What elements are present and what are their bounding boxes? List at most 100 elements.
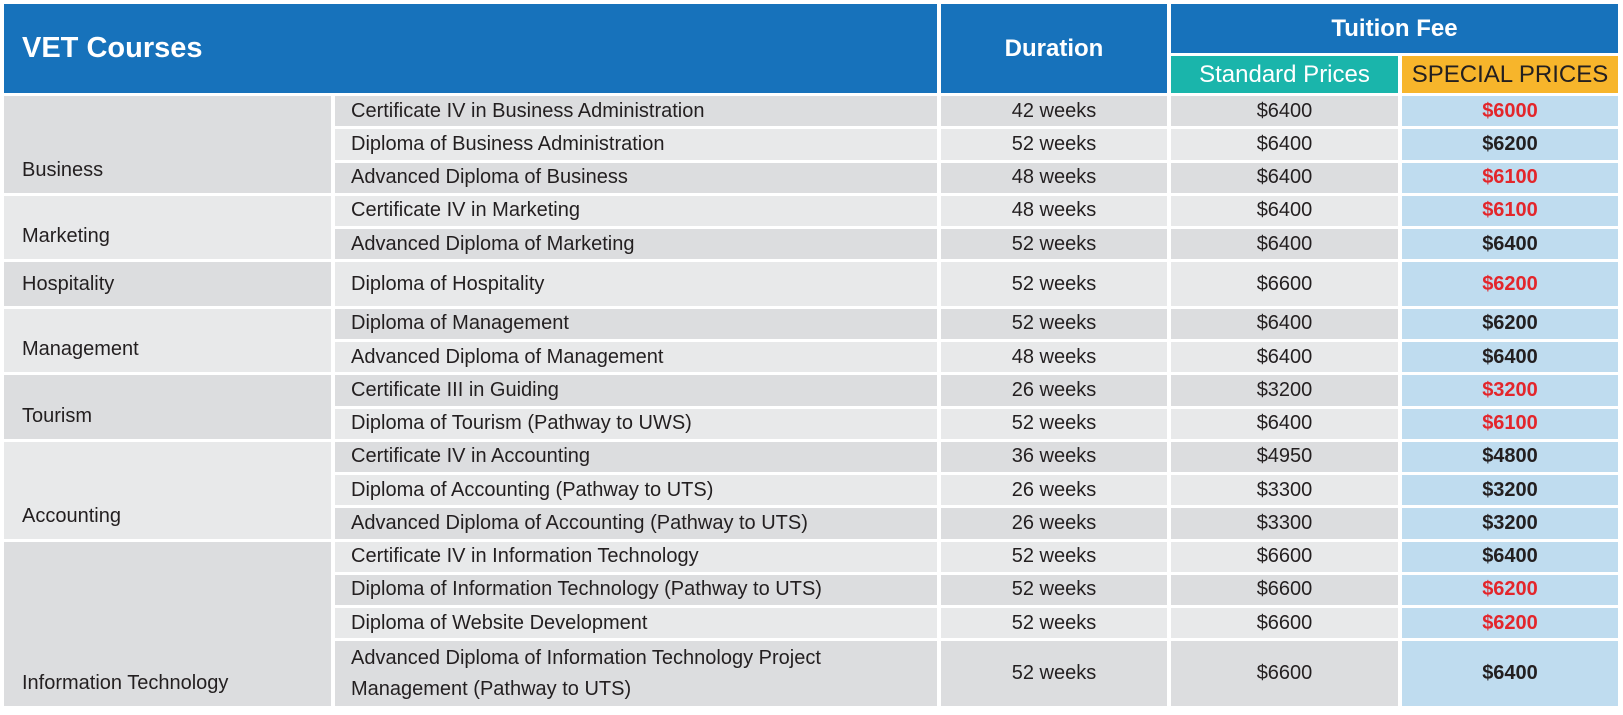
course-title: Diploma of Tourism (Pathway to UWS) <box>335 408 937 439</box>
course-duration: 48 weeks <box>941 341 1167 373</box>
standard-prices-header: Standard Prices <box>1171 56 1398 93</box>
table-row: Diploma of Information Technology (Pathw… <box>4 574 1618 606</box>
standard-price: $6600 <box>1171 541 1398 572</box>
table-row: Diploma of Business Administration 52 wee… <box>4 129 1618 160</box>
course-duration: 26 weeks <box>941 475 1167 506</box>
standard-price: $6600 <box>1171 574 1398 606</box>
table-row: Advanced Diploma of Management 48 weeks $6… <box>4 341 1618 373</box>
standard-price: $6600 <box>1171 608 1398 639</box>
course-title: Diploma of Hospitality <box>335 262 937 306</box>
course-area: Hospitality <box>4 262 331 306</box>
course-area: Accounting <box>4 441 331 539</box>
special-price: $6100 <box>1402 408 1618 439</box>
course-title: Diploma of Website Development <box>335 608 937 639</box>
table-row: Management Diploma of Management 52 weeks $… <box>4 308 1618 373</box>
course-duration: 36 weeks <box>941 441 1167 473</box>
table-row: Business Certificate IV in Business Admin… <box>4 96 1618 193</box>
standard-price: $6400 <box>1171 308 1398 339</box>
course-duration: 52 weeks <box>941 229 1167 260</box>
standard-price: $6400 <box>1171 195 1398 227</box>
course-title: Certificate III in Guiding <box>335 375 937 406</box>
special-price: $6100 <box>1402 162 1618 193</box>
course-title: Diploma of Information Technology (Pathw… <box>335 574 937 606</box>
table-row: Advanced Diploma of Accounting (Pathway … <box>4 508 1618 539</box>
special-price: $3200 <box>1402 375 1618 406</box>
course-title: Certificate IV in Marketing <box>335 195 937 227</box>
table-header: VET Courses Duration Tuition Fee Standar… <box>4 4 1618 93</box>
course-area: Marketing <box>4 195 331 260</box>
table-row: Advanced Diploma of Marketing 52 weeks $64… <box>4 229 1618 260</box>
standard-price: $3200 <box>1171 375 1398 406</box>
table-row: Advanced Diploma of Information Technolo… <box>4 641 1618 706</box>
course-duration: 52 weeks <box>941 608 1167 639</box>
course-title: Certificate IV in Business Administratio… <box>335 96 937 127</box>
tuition-fee-header: Tuition Fee <box>1171 4 1618 53</box>
course-duration: 48 weeks <box>941 162 1167 193</box>
table-row: Information Technology Certificate IV in … <box>4 541 1618 706</box>
standard-price: $6600 <box>1171 262 1398 306</box>
table-row: Marketing Certificate IV in Marketing 48 w… <box>4 195 1618 260</box>
standard-price: $6400 <box>1171 96 1398 127</box>
course-title: Diploma of Accounting (Pathway to UTS) <box>335 475 937 506</box>
table-row: Advanced Diploma of Business 48 weeks $640… <box>4 162 1618 193</box>
course-duration: 42 weeks <box>941 96 1167 127</box>
special-price: $6400 <box>1402 341 1618 373</box>
special-price: $3200 <box>1402 508 1618 539</box>
table-row: Hospitality Diploma of Hospitality 52 week… <box>4 262 1618 306</box>
course-duration: 52 weeks <box>941 641 1167 706</box>
course-title: Advanced Diploma of Accounting (Pathway … <box>335 508 937 539</box>
standard-price: $3300 <box>1171 508 1398 539</box>
special-price: $6200 <box>1402 129 1618 160</box>
course-title: Certificate IV in Information Technology <box>335 541 937 572</box>
standard-price: $4950 <box>1171 441 1398 473</box>
standard-price: $6400 <box>1171 129 1398 160</box>
special-price: $4800 <box>1402 441 1618 473</box>
course-title: Certificate IV in Accounting <box>335 441 937 473</box>
course-duration: 52 weeks <box>941 308 1167 339</box>
course-area: Tourism <box>4 375 331 439</box>
course-title: Advanced Diploma of Information Technolo… <box>335 641 937 706</box>
special-price: $6200 <box>1402 608 1618 639</box>
course-title: Advanced Diploma of Business <box>335 162 937 193</box>
header-row-sub: Standard Prices SPECIAL PRICES <box>4 56 1618 93</box>
table-row: Diploma of Website Development 52 weeks $6… <box>4 608 1618 639</box>
standard-price: $6400 <box>1171 162 1398 193</box>
table-title: VET Courses <box>4 4 937 93</box>
course-title: Advanced Diploma of Management <box>335 341 937 373</box>
special-price: $6200 <box>1402 574 1618 606</box>
course-duration: 52 weeks <box>941 408 1167 439</box>
table-row: Diploma of Accounting (Pathway to UTS) 26… <box>4 475 1618 506</box>
table-row: Accounting Certificate IV in Accounting 36… <box>4 441 1618 539</box>
course-duration: 52 weeks <box>941 541 1167 572</box>
header-row-top: VET Courses Duration Tuition Fee <box>4 4 1618 93</box>
course-area: Information Technology <box>4 541 331 706</box>
course-title: Advanced Diploma of Marketing <box>335 229 937 260</box>
special-price: $6400 <box>1402 541 1618 572</box>
course-duration: 26 weeks <box>941 375 1167 406</box>
special-prices-header: SPECIAL PRICES <box>1402 56 1618 93</box>
course-duration: 52 weeks <box>941 129 1167 160</box>
course-duration: 48 weeks <box>941 195 1167 227</box>
course-title: Diploma of Management <box>335 308 937 339</box>
standard-price: $6600 <box>1171 641 1398 706</box>
standard-price: $6400 <box>1171 408 1398 439</box>
course-duration: 52 weeks <box>941 574 1167 606</box>
course-area: Management <box>4 308 331 373</box>
duration-header: Duration <box>941 4 1167 93</box>
special-price: $6000 <box>1402 96 1618 127</box>
standard-price: $6400 <box>1171 229 1398 260</box>
special-price: $6400 <box>1402 641 1618 706</box>
special-price: $6100 <box>1402 195 1618 227</box>
course-duration: 26 weeks <box>941 508 1167 539</box>
course-title: Diploma of Business Administration <box>335 129 937 160</box>
standard-price: $6400 <box>1171 341 1398 373</box>
course-area: Business <box>4 96 331 193</box>
table-row: Diploma of Tourism (Pathway to UWS) 52 we… <box>4 408 1618 439</box>
table-body: Business Certificate IV in Business Admin… <box>4 96 1618 706</box>
table-row: Tourism Certificate III in Guiding 26 week… <box>4 375 1618 439</box>
special-price: $6200 <box>1402 262 1618 306</box>
standard-price: $3300 <box>1171 475 1398 506</box>
special-price: $6200 <box>1402 308 1618 339</box>
course-duration: 52 weeks <box>941 262 1167 306</box>
